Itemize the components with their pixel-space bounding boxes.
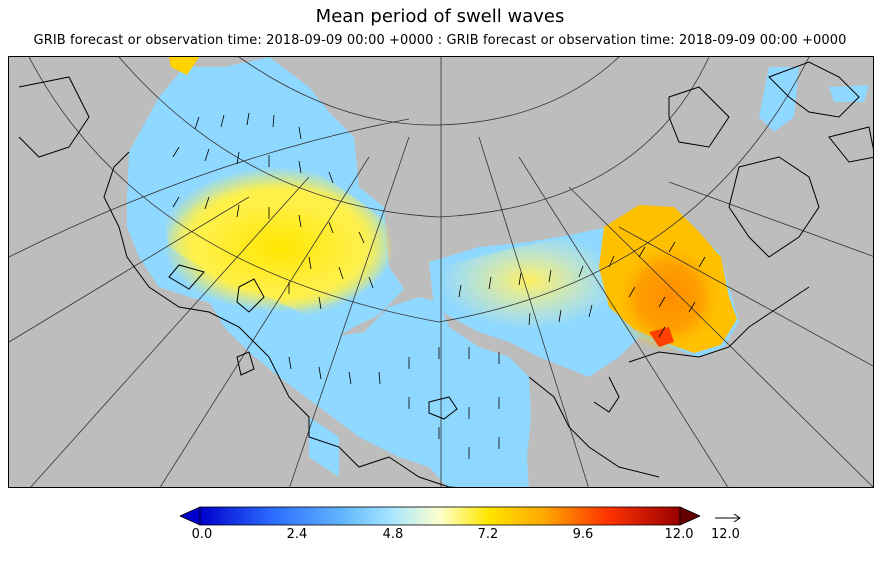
map-subtitle: GRIB forecast or observation time: 2018-… [33,33,847,48]
arrow-row-mid [172,196,374,310]
graticule [9,57,873,487]
colorbar-max-extend-triangle [679,506,700,526]
arrow-row-south [288,347,500,459]
swell-field-east [429,67,869,377]
colorbar-tick: 4.8 [382,527,404,542]
colorbar-tick-labels: 0.0 2.4 4.8 7.2 9.6 12.0 [0,527,880,547]
colorbar-min-extend-triangle [180,506,201,526]
colorbar-gradient [199,506,681,526]
reference-vector-label: 12.0 [711,527,740,542]
swell-direction-arrows [172,112,706,459]
arrow-row-east [458,241,706,338]
swell-field-west [127,57,404,342]
map-canvas [9,57,873,487]
colorbar-tick: 2.4 [286,527,308,542]
colorbar-tick: 0.0 [191,527,213,542]
colorbar-tick: 9.6 [572,527,594,542]
coastlines [18,61,873,487]
reference-vector-arrow-icon [715,513,741,523]
colorbar-tick: 7.2 [477,527,499,542]
map-panel[interactable] [8,56,874,488]
swell-field-south [209,297,531,487]
colorbar-tick: 12.0 [664,527,694,542]
map-title: Mean period of swell waves [315,6,565,27]
colorbar [180,506,700,526]
arrow-row-north [172,112,334,184]
